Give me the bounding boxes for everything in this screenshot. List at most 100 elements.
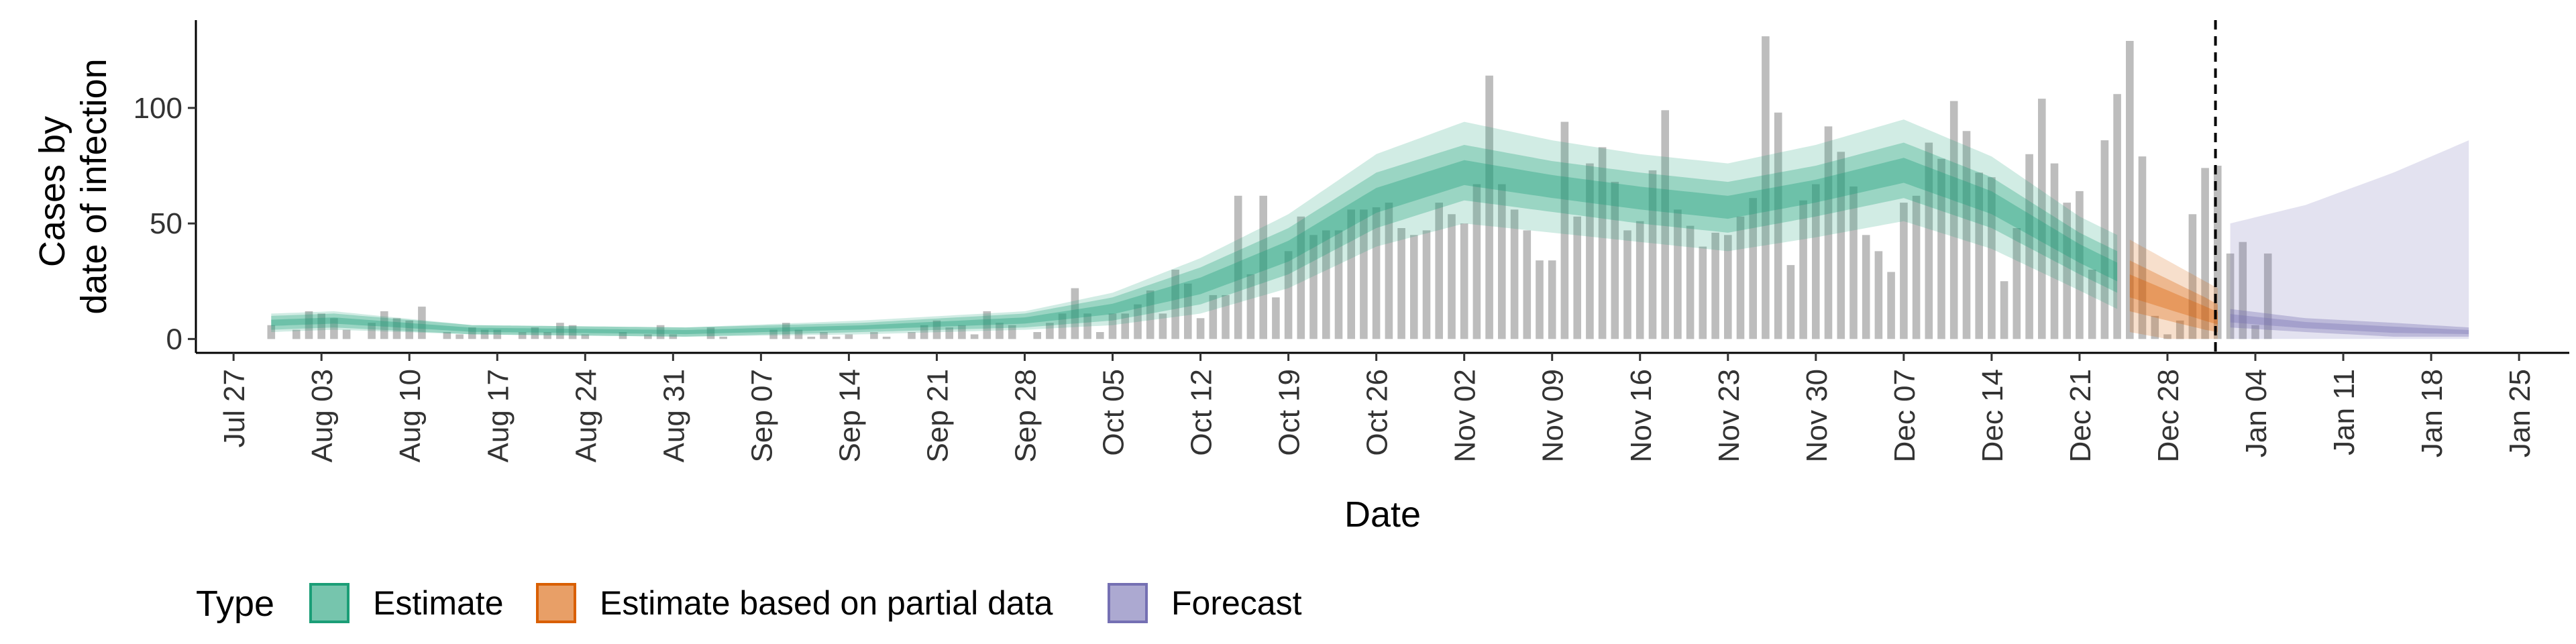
case-bar [870, 332, 878, 339]
x-tick-label: Dec 07 [1888, 369, 1921, 462]
case-bar [644, 334, 652, 339]
case-bar [2100, 140, 2109, 339]
case-bar [1385, 203, 1393, 339]
x-tick-label: Dec 14 [1976, 369, 2009, 462]
case-bar [1736, 216, 1745, 339]
case-bar [1975, 172, 1983, 339]
case-bar [1334, 230, 1343, 339]
x-tick-label: Nov 09 [1537, 369, 1570, 462]
case-bar [1786, 265, 1795, 339]
case-bar [2025, 154, 2033, 339]
case-bar [531, 327, 539, 339]
case-bar [2188, 214, 2197, 339]
case-bar [1322, 230, 1330, 339]
case-bar [882, 336, 891, 339]
case-bar [1762, 36, 1770, 339]
case-bar [1749, 198, 1757, 339]
case-bar [1988, 177, 1996, 339]
case-bar [1347, 209, 1355, 339]
case-bar [1623, 230, 1631, 339]
x-tick-label: Nov 30 [1801, 369, 1833, 462]
case-bar [1184, 283, 1192, 339]
case-bar [1937, 158, 1945, 339]
case-bar [619, 332, 627, 339]
case-bar [2063, 203, 2071, 339]
case-bar [2138, 156, 2147, 339]
case-bar [1309, 235, 1318, 339]
case-bar [1887, 272, 1895, 339]
case-bar [1635, 221, 1644, 339]
case-bar [1171, 270, 1179, 339]
case-bar [1134, 304, 1142, 339]
case-bar [920, 325, 928, 339]
case-bar [1536, 260, 1544, 339]
case-bar [1661, 110, 1669, 339]
case-bar [581, 334, 590, 339]
legend-key-swatch [1108, 583, 1148, 623]
case-bar [1560, 121, 1569, 339]
legend-key-swatch [309, 583, 350, 623]
x-axis-title: Date [1344, 494, 1421, 535]
case-bar [1046, 323, 1054, 339]
case-bar [1410, 235, 1418, 339]
case-bar [317, 313, 325, 339]
legend-key-swatch [536, 583, 576, 623]
case-bar [958, 325, 966, 339]
case-bar [305, 311, 313, 339]
case-bar [970, 334, 979, 339]
case-bar [656, 325, 665, 339]
forecast-inner-band [2230, 309, 2469, 337]
case-bar [2000, 281, 2008, 339]
case-bar [493, 329, 502, 339]
case-bar [1422, 230, 1431, 339]
x-tick-label: Sep 28 [1010, 369, 1042, 462]
case-bar [1259, 195, 1267, 339]
case-bar [1435, 203, 1443, 339]
case-bar [983, 311, 991, 339]
case-bar [1598, 147, 1607, 339]
y-tick-label: 100 [133, 92, 182, 125]
x-tick-label: Aug 03 [306, 369, 339, 462]
case-bar [2201, 168, 2209, 339]
y-axis-title-line-1: Cases by [32, 116, 72, 267]
case-bar [1686, 225, 1695, 339]
x-tick-label: Sep 07 [745, 369, 778, 462]
case-bar [1962, 131, 1971, 339]
case-bar [1812, 184, 1820, 339]
x-tick-label: Aug 10 [394, 369, 427, 462]
x-tick-label: Dec 21 [2064, 369, 2097, 462]
x-tick-label: Sep 14 [833, 369, 866, 462]
legend: Type Estimate Estimate based on partial da… [196, 580, 1302, 626]
case-bar [405, 320, 413, 339]
case-bar [932, 320, 941, 339]
case-bar [1297, 216, 1305, 339]
case-bar [1246, 274, 1255, 339]
case-bar [1510, 209, 1519, 339]
case-bar [1284, 251, 1293, 339]
case-bar [1837, 152, 1845, 339]
case-bar [1774, 112, 1782, 339]
case-bar [719, 336, 727, 339]
case-bar [1472, 184, 1481, 339]
case-bar [769, 329, 777, 339]
case-bar [2126, 41, 2134, 339]
forecast-median-band [2230, 314, 2469, 335]
observed-cases-bars [267, 36, 2272, 339]
case-bar [2239, 241, 2247, 339]
case-bar [1711, 232, 1719, 339]
case-bar [1824, 126, 1833, 339]
case-bar [1360, 209, 1368, 339]
partial-estimate-outer-band [2129, 239, 2218, 339]
x-tick-label: Jan 25 [2504, 369, 2536, 458]
case-bar [392, 318, 401, 339]
case-bar [782, 323, 790, 339]
case-bar [1548, 260, 1556, 339]
case-bar [1611, 182, 1619, 339]
x-tick-label: Jan 18 [2416, 369, 2449, 458]
case-bar [2163, 334, 2171, 339]
case-bar [1058, 313, 1067, 339]
case-bar [2251, 325, 2259, 339]
estimate-middle-band [271, 142, 2118, 337]
legend-item-label: Forecast [1171, 584, 1302, 622]
x-tick-label: Jan 04 [2240, 369, 2273, 458]
